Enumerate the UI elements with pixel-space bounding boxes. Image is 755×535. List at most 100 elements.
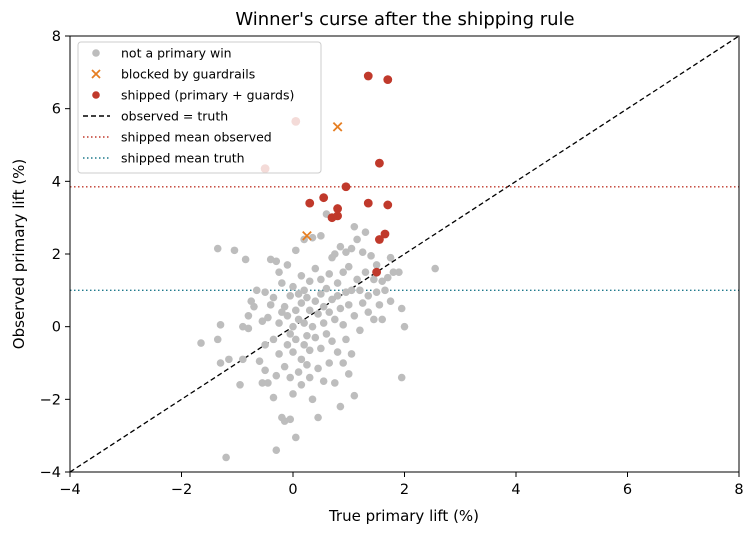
legend-x-stroke	[91, 69, 101, 79]
shipped-point	[327, 213, 337, 223]
shipped-point	[375, 158, 384, 168]
not-primary-point	[372, 288, 381, 296]
not-primary-point	[311, 264, 320, 273]
chart-title: Winner's curse after the shipping rule	[235, 9, 574, 30]
shipped-point	[383, 200, 393, 210]
x-axis-ticks: −4 −2 0 2 4 6 8	[59, 472, 744, 498]
x-tick-label: 0	[288, 482, 297, 498]
not-primary-point	[280, 302, 289, 311]
not-primary-point	[342, 248, 350, 256]
not-primary-point	[397, 373, 406, 382]
not-primary-point	[386, 297, 395, 306]
not-primary-point	[272, 257, 281, 266]
not-primary-point	[339, 268, 347, 276]
not-primary-point	[303, 293, 311, 302]
not-primary-point	[300, 319, 308, 327]
not-primary-point	[322, 284, 331, 293]
not-primary-point	[350, 311, 359, 320]
not-primary-point	[239, 355, 247, 364]
not-primary-point	[225, 355, 233, 364]
not-primary-point	[261, 366, 269, 375]
not-primary-point	[197, 339, 205, 347]
not-primary-point	[314, 364, 322, 373]
not-primary-point	[297, 381, 306, 389]
y-axis-label: Observed primary lift (%)	[10, 159, 28, 349]
plot-frame	[69, 35, 740, 473]
not-primary-point	[358, 299, 367, 307]
legend-entry: shipped mean truth	[83, 151, 245, 166]
not-primary-point	[319, 377, 328, 385]
shipped-point	[341, 182, 351, 192]
not-primary-point	[291, 335, 300, 344]
not-primary-point	[272, 371, 281, 380]
shipped-point	[319, 193, 329, 203]
not-primary-point	[317, 344, 325, 353]
legend-entry: blocked by guardrails	[91, 67, 255, 82]
not-primary-point	[303, 331, 311, 340]
not-primary-point	[319, 302, 328, 311]
not-primary-point	[344, 370, 353, 378]
not-primary-point	[266, 301, 275, 309]
not-primary-point	[331, 315, 339, 324]
not-primary-point	[389, 268, 398, 276]
not-primary-point	[356, 326, 364, 335]
not-primary-point	[333, 348, 342, 356]
x-tick-label: 8	[734, 482, 743, 498]
y-tick-label: 8	[52, 29, 61, 45]
shipped-point	[363, 198, 373, 208]
y-tick-label: −4	[40, 465, 61, 481]
shipped-point	[383, 75, 393, 84]
shipped-point	[305, 198, 315, 208]
not-primary-point	[358, 248, 367, 256]
not-primary-point	[283, 261, 292, 269]
x-tick-label: −2	[171, 482, 192, 498]
not-primary-point	[258, 317, 267, 326]
not-primary-point	[283, 341, 292, 349]
not-primary-point	[319, 319, 328, 327]
not-primary-point	[339, 321, 347, 329]
plot-area	[70, 36, 739, 472]
legend-entry: shipped (primary + guards)	[92, 88, 294, 103]
not-primary-point	[328, 295, 336, 304]
not-primary-point	[378, 315, 387, 324]
not-primary-point	[264, 313, 272, 322]
not-primary-point	[367, 252, 375, 260]
not-primary-point	[344, 301, 353, 309]
not-primary-point	[291, 246, 300, 255]
not-primary-point	[297, 272, 306, 280]
not-primary-point	[280, 362, 289, 371]
not-primary-point	[244, 324, 253, 333]
not-primary-point	[308, 322, 317, 331]
not-primary-point	[322, 330, 331, 338]
not-primary-point	[283, 311, 292, 320]
not-primary-point	[314, 413, 322, 422]
not-primary-point	[269, 293, 278, 302]
not-primary-point	[297, 355, 306, 364]
not-primary-point	[289, 282, 297, 291]
legend-dot-icon	[92, 49, 100, 57]
not-primary-point	[342, 335, 350, 344]
not-primary-point	[336, 402, 345, 411]
not-primary-point	[336, 304, 345, 313]
not-primary-point	[361, 228, 370, 236]
not-primary-point	[347, 350, 356, 358]
not-primary-point	[252, 286, 261, 295]
not-primary-point	[347, 286, 356, 295]
not-primary-point	[381, 286, 389, 295]
not-primary-point	[261, 341, 269, 349]
not-primary-point	[333, 279, 342, 287]
not-primary-point	[305, 306, 314, 315]
y-tick-label: 2	[52, 247, 61, 263]
shipped-point	[363, 71, 373, 81]
y-tick-label: 6	[52, 102, 61, 118]
not-primary-point	[400, 322, 409, 331]
shipped-point	[372, 267, 382, 277]
not-primary-point	[370, 315, 378, 324]
not-primary-point	[291, 306, 300, 315]
not-primary-point	[356, 286, 364, 295]
blocked-point	[332, 121, 343, 132]
not-primary-point	[297, 299, 306, 307]
not-primary-point	[305, 373, 314, 382]
legend-entry: shipped mean observed	[83, 130, 272, 145]
not-primary-point	[244, 311, 253, 320]
